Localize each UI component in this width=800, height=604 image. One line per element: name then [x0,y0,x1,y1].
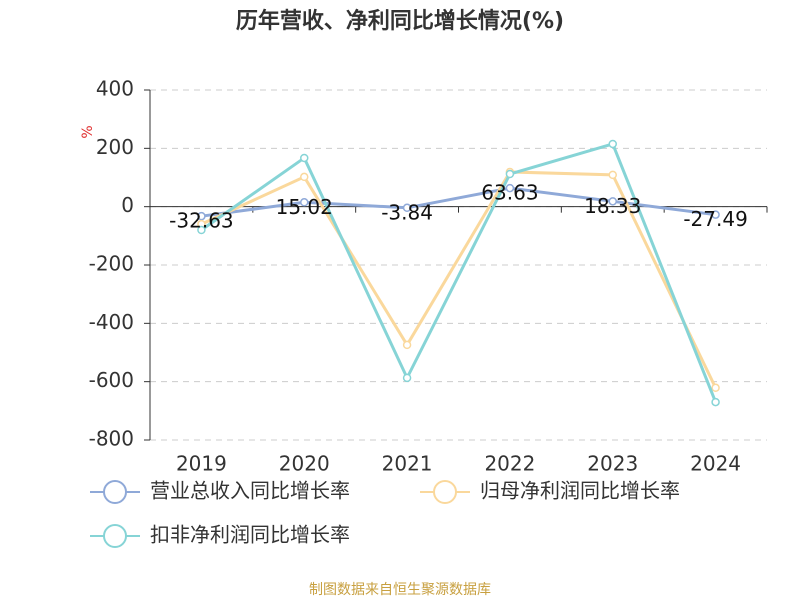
y-axis-label: % [80,125,96,138]
point [505,183,515,193]
y-tick-label: 0 [121,193,134,217]
y-tick-label: -400 [89,310,134,334]
point [402,373,412,383]
data-label: -3.84 [381,200,433,224]
point [197,211,206,221]
point [711,397,720,407]
series-line [200,142,717,403]
point [608,170,617,180]
source-note: 制图数据来自恒生聚源数据库 [309,582,491,598]
legend-label: 营业总收入同比增长率 [150,479,350,503]
chart-title: 历年营收、净利同比增长情况(%) [236,8,564,34]
legend-marker [103,524,127,548]
point [608,139,617,149]
data-label: 63.63 [481,181,538,205]
y-tick-label: -200 [89,252,134,276]
x-tick-label: 2019 [176,452,227,476]
point [608,197,617,206]
point [402,203,412,213]
x-tick-label: 2022 [484,452,535,476]
point [505,169,515,179]
point [711,383,720,393]
point [300,153,309,163]
x-tick-label: 2021 [382,452,433,476]
point [402,340,412,350]
legend-marker [103,480,127,504]
series-line [201,186,716,218]
series-line [200,170,717,389]
data-label: 18.33 [584,194,641,218]
x-tick-label: 2020 [279,452,330,476]
point [300,198,309,207]
x-tick-label: 2023 [587,452,638,476]
legend-label: 归母净利润同比增长率 [480,479,680,503]
point [711,210,720,219]
y-tick-label: 400 [96,77,134,101]
legend-marker [433,480,457,504]
point [197,225,206,235]
y-tick-label: -600 [89,368,134,392]
y-tick-label: -800 [89,427,134,451]
data-label: -27.49 [683,207,747,231]
x-tick-label: 2024 [690,452,741,476]
point [300,172,309,182]
y-tick-label: 200 [96,135,134,159]
data-label: -32.63 [169,209,233,233]
legend-label: 扣非净利润同比增长率 [150,523,350,547]
data-label: 15.02 [276,195,333,219]
